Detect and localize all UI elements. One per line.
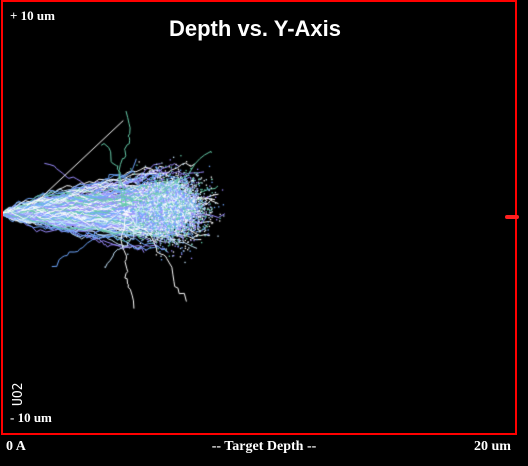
plot-frame: Depth vs. Y-Axis + 10 um - 10 um UO2	[1, 0, 519, 435]
target-material-label: UO2	[11, 382, 26, 406]
x-axis-max-label: 20 um	[474, 439, 511, 454]
x-axis-min-label: 0 A	[6, 439, 26, 454]
ion-tracks-plot	[3, 2, 515, 433]
chart-title: Depth vs. Y-Axis	[169, 16, 341, 41]
y-axis-min-label: - 10 um	[10, 410, 52, 425]
y-axis-max-label: + 10 um	[10, 8, 55, 23]
x-axis-label: -- Target Depth --	[211, 439, 317, 454]
depth-marker	[505, 215, 519, 219]
